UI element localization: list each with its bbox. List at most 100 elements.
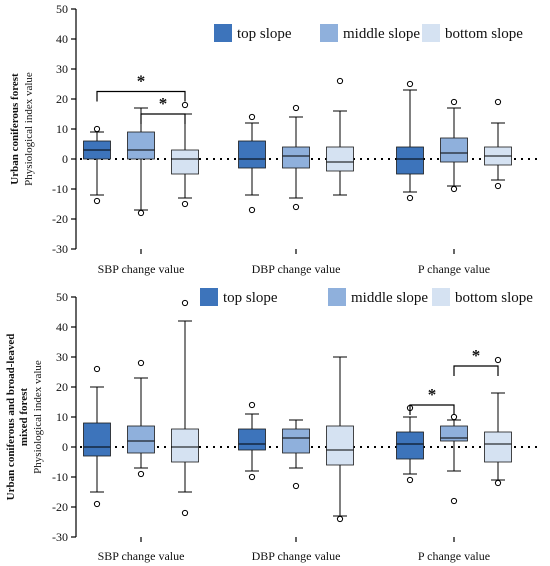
x-category-label: SBP change value <box>98 262 185 276</box>
y-tick-label: 50 <box>56 290 68 304</box>
x-category-label: P change value <box>418 549 490 563</box>
box-body <box>83 422 111 457</box>
outlier-point <box>494 479 502 487</box>
legend-label: middle slope <box>351 290 428 306</box>
y-tick-label: -20 <box>52 500 68 514</box>
outlier-point <box>406 194 414 202</box>
outlier-point <box>336 515 344 523</box>
box-body <box>282 146 310 169</box>
significance-star: * <box>472 346 481 365</box>
y-tick-label: 0 <box>62 440 68 454</box>
box-body <box>440 425 468 442</box>
significance-bracket <box>409 404 455 415</box>
significance-bracket <box>453 365 499 376</box>
box-body <box>440 137 468 163</box>
box-2-2 <box>282 419 310 490</box>
box-1-3 <box>171 299 199 517</box>
box-3-1 <box>396 404 424 484</box>
outlier-point <box>292 203 300 211</box>
legend-swatch <box>320 24 338 42</box>
y-tick-label: 20 <box>56 92 68 106</box>
outlier-point <box>450 497 458 505</box>
y-tick-label: 0 <box>62 152 68 166</box>
y-tick-label: -10 <box>52 182 68 196</box>
significance-bracket <box>140 113 186 124</box>
box-body <box>127 131 155 160</box>
legend-swatch <box>328 288 346 306</box>
y-tick-label: 10 <box>56 410 68 424</box>
y-axis-label: Urban coniferous forest <box>9 73 21 185</box>
outlier-point <box>450 413 458 421</box>
box-3-3 <box>484 356 512 487</box>
outlier-point <box>494 98 502 106</box>
x-category-label: P change value <box>418 262 490 276</box>
significance-star: * <box>428 385 437 404</box>
box-3-2 <box>440 413 468 505</box>
outlier-point <box>137 359 145 367</box>
x-category-label: DBP change value <box>252 549 341 563</box>
outlier-point <box>93 125 101 133</box>
box-body <box>238 428 266 451</box>
y-tick-label: -30 <box>52 242 68 256</box>
significance-star: * <box>137 72 146 91</box>
y-tick-label: -30 <box>52 530 68 544</box>
outlier-point <box>494 182 502 190</box>
y-tick-label: 20 <box>56 380 68 394</box>
chart-panel-1: -30 -20 -10 0 10 20 30 40 50 SBP change value DBP … <box>9 2 540 276</box>
box-body <box>238 140 266 169</box>
legend-label: bottom slope <box>455 290 533 306</box>
outlier-point <box>181 101 189 109</box>
x-category-label: DBP change value <box>252 262 341 276</box>
box-body <box>171 149 199 175</box>
box-3-2 <box>440 98 468 193</box>
y-tick-label: 10 <box>56 122 68 136</box>
significance-bracket <box>96 90 186 102</box>
box-body <box>396 146 424 175</box>
outlier-point <box>292 482 300 490</box>
outlier-point <box>93 197 101 205</box>
legend-swatch <box>214 24 232 42</box>
box-1-1 <box>83 365 111 508</box>
box-3-3 <box>484 98 512 190</box>
legend-label: top slope <box>237 26 292 42</box>
legend-label: top slope <box>223 290 278 306</box>
y-tick-label: 30 <box>56 350 68 364</box>
chart-panel-2: -30 -20 -10 0 10 20 30 40 50 SBP change value DBP … <box>5 288 540 563</box>
y-tick-label: -20 <box>52 212 68 226</box>
legend-swatch <box>432 288 450 306</box>
outlier-point <box>181 200 189 208</box>
box-3-1 <box>396 80 424 202</box>
outlier-point <box>137 470 145 478</box>
box-body <box>171 428 199 463</box>
box-body <box>396 431 424 460</box>
outlier-point <box>248 113 256 121</box>
box-1-2 <box>127 107 155 217</box>
legend-swatch <box>200 288 218 306</box>
box-2-3 <box>326 356 354 523</box>
outlier-point <box>450 185 458 193</box>
y-axis-label: Urban coniferous and broad-leaved <box>5 334 17 501</box>
box-body <box>282 428 310 454</box>
y-axis-label: mixed forest <box>18 388 30 446</box>
legend-label: bottom slope <box>445 26 523 42</box>
box-2-1 <box>238 113 266 214</box>
outlier-point <box>93 365 101 373</box>
outlier-point <box>181 509 189 517</box>
y-axis-label: Physiological index value <box>32 360 44 474</box>
outlier-point <box>406 476 414 484</box>
box-1-1 <box>83 125 111 205</box>
box-body <box>484 431 512 463</box>
box-body <box>326 146 354 172</box>
outlier-point <box>248 206 256 214</box>
y-tick-label: 50 <box>56 2 68 16</box>
y-tick-label: 30 <box>56 62 68 76</box>
x-category-label: SBP change value <box>98 549 185 563</box>
box-1-2 <box>127 359 155 478</box>
box-1-3 <box>171 101 199 208</box>
outlier-point <box>248 473 256 481</box>
legend-label: middle slope <box>343 26 420 42</box>
box-2-3 <box>326 77 354 196</box>
outlier-point <box>336 77 344 85</box>
y-tick-label: 40 <box>56 320 68 334</box>
